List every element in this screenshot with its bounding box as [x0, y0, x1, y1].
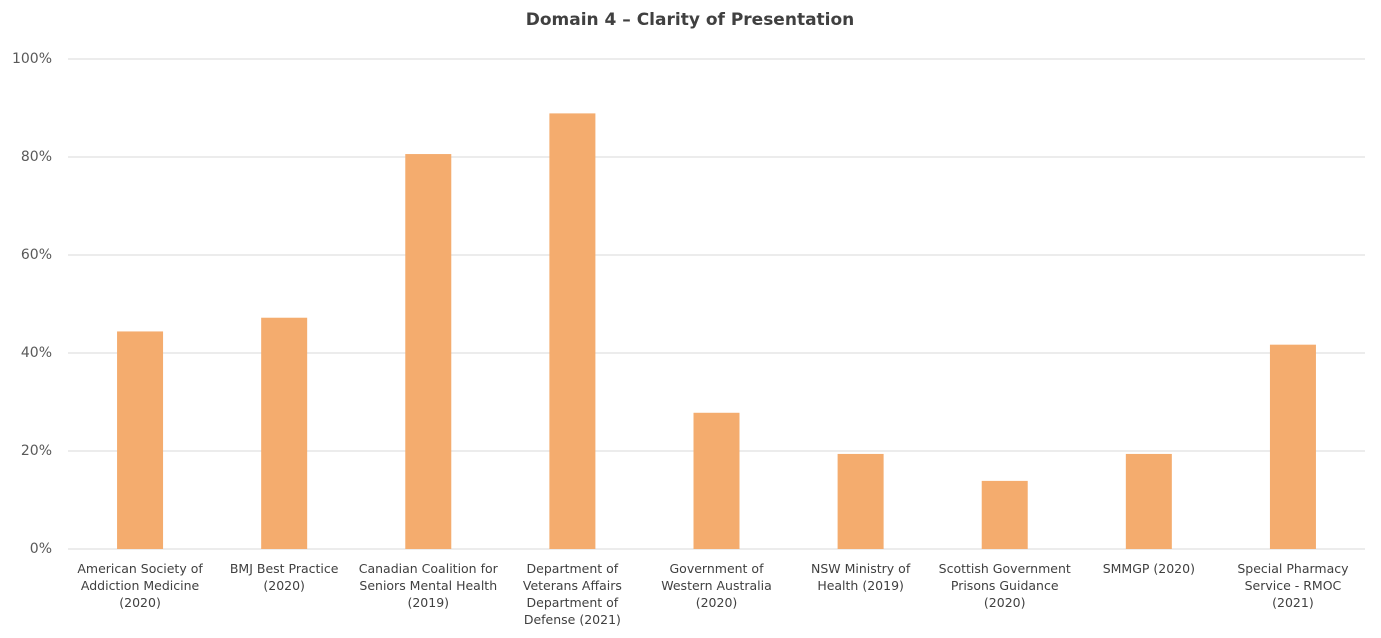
bar [405, 154, 452, 549]
x-tick-label: Canadian Coalition for Seniors Mental He… [358, 561, 498, 610]
y-tick-label: 20% [21, 443, 52, 459]
bar [117, 331, 164, 549]
x-tick-label: Department of Veterans Affairs Departmen… [522, 561, 622, 627]
bar [1125, 453, 1172, 549]
x-tick-label: BMJ Best Practice (2020) [229, 561, 339, 593]
bar [261, 317, 308, 549]
bar [837, 453, 884, 549]
y-tick-label: 40% [21, 345, 52, 361]
bar [981, 480, 1028, 549]
bar [549, 113, 596, 549]
y-tick-label: 0% [30, 541, 52, 557]
bar [1269, 344, 1316, 549]
bar [693, 412, 740, 549]
x-tick-label: Government of Western Australia (2020) [661, 561, 772, 610]
y-tick-label: 60% [21, 247, 52, 263]
x-tick-label: NSW Ministry of Health (2019) [810, 561, 911, 593]
chart-title: Domain 4 – Clarity of Presentation [526, 10, 855, 30]
x-tick-label: SMMGP (2020) [1102, 561, 1195, 576]
x-tick-label: Special Pharmacy Service - RMOC (2021) [1237, 561, 1349, 610]
y-tick-label: 100% [12, 51, 52, 67]
x-tick-label: Scottish Government Prisons Guidance (20… [938, 561, 1071, 610]
y-tick-label: 80% [21, 149, 52, 165]
x-tick-label: American Society of Addiction Medicine (… [77, 561, 203, 610]
